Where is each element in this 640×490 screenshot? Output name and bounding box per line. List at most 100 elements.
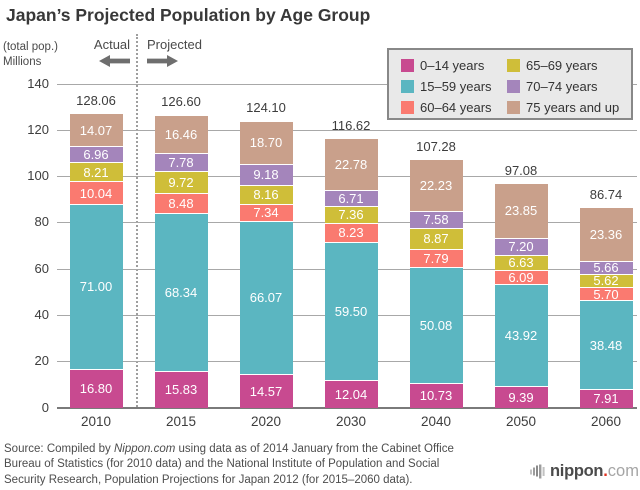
bar-total-label-2015: 126.60	[161, 94, 201, 110]
bar-total-label-2020: 124.10	[246, 100, 286, 116]
bar-segment-2030-series5: 22.78	[324, 137, 378, 191]
x-axis-label-2015: 2015	[165, 414, 197, 429]
segment-value-label: 59.50	[334, 303, 368, 319]
segment-value-label: 10.04	[79, 185, 113, 201]
segment-value-label: 7.20	[508, 239, 534, 255]
segment-value-label: 8.21	[83, 164, 109, 180]
legend-item-series0: 0–14 years	[401, 55, 492, 76]
legend-swatch-icon	[507, 59, 520, 72]
bar-segment-2020-series0: 14.57	[239, 373, 293, 408]
bar-segment-2010-series0: 16.80	[69, 368, 123, 408]
segment-value-label: 23.85	[504, 203, 538, 219]
logo-text-dot: .	[603, 462, 608, 480]
segment-value-label: 16.80	[79, 381, 113, 397]
logo-text-nippon: nippon	[550, 462, 604, 480]
y-axis-unit-label-line1: (total pop.)	[3, 41, 58, 53]
projected-right-arrow-icon	[147, 55, 178, 67]
legend-label: 75 years and up	[526, 100, 620, 115]
segment-value-label: 66.07	[249, 290, 283, 306]
segment-value-label: 68.34	[164, 284, 198, 300]
bar-segment-2020-series2: 7.34	[239, 203, 293, 221]
segment-value-label: 6.63	[508, 255, 534, 271]
bar-segment-2015-series5: 16.46	[154, 114, 208, 153]
legend-item-series5: 75 years and up	[507, 97, 619, 118]
segment-value-label: 38.48	[589, 337, 623, 353]
segment-value-label: 16.46	[164, 126, 198, 142]
y-tick-label-40: 40	[34, 306, 49, 322]
bar-total-label-2010: 128.06	[76, 93, 116, 109]
bar-segment-2020-series5: 18.70	[239, 120, 293, 164]
bar-segment-2015-series4: 7.78	[154, 152, 208, 171]
legend-swatch-icon	[401, 80, 414, 93]
segment-value-label: 6.71	[338, 191, 364, 207]
bar-segment-2030-series2: 8.23	[324, 222, 378, 242]
segment-value-label: 7.78	[168, 154, 194, 170]
bar-segment-2020-series4: 9.18	[239, 163, 293, 186]
source-line-3: Security Research, Population Projection…	[4, 473, 413, 486]
segment-value-label: 6.09	[508, 270, 534, 286]
bar-segment-2050-series3: 6.63	[494, 254, 548, 271]
gridline-120	[57, 129, 637, 131]
legend-column-2: 65–69 years 70–74 years 75 years and up	[507, 55, 619, 118]
segment-value-label: 18.70	[249, 135, 283, 151]
segment-value-label: 8.87	[423, 231, 449, 247]
chart-title: Japan’s Projected Population by Age Grou…	[6, 5, 371, 25]
x-axis-label-2060: 2060	[590, 414, 622, 429]
bar-total-label-2030: 116.62	[331, 117, 371, 133]
segment-value-label: 14.57	[249, 383, 283, 399]
y-tick-label-140: 140	[27, 75, 49, 91]
bar-segment-2050-series0: 9.39	[494, 385, 548, 408]
y-tick-label-60: 60	[34, 260, 49, 276]
y-tick-label-0: 0	[41, 399, 49, 415]
bar-segment-2060-series4: 5.66	[579, 260, 633, 276]
legend-label: 0–14 years	[420, 58, 485, 73]
segment-value-label: 7.34	[253, 205, 279, 221]
source-note: Source: Compiled by Nippon.com using dat…	[4, 442, 534, 488]
actual-projected-divider-line	[136, 34, 138, 407]
legend-item-series1: 15–59 years	[401, 76, 492, 97]
segment-value-label: 8.23	[338, 225, 364, 241]
bar-segment-2020-series1: 66.07	[239, 220, 293, 374]
legend-column-1: 0–14 years 15–59 years 60–64 years	[401, 55, 492, 118]
bar-2040: 10.73 50.08 7.79 8.87 7.58 22.23	[409, 0, 463, 408]
segment-value-label: 5.70	[593, 286, 619, 302]
bar-segment-2040-series4: 7.58	[409, 210, 463, 229]
y-tick-label-100: 100	[27, 168, 49, 184]
legend: 0–14 years 15–59 years 60–64 years 65–69 y…	[387, 48, 633, 120]
legend-swatch-icon	[401, 59, 414, 72]
segment-value-label: 9.39	[508, 389, 534, 405]
segment-value-label: 5.62	[593, 273, 619, 289]
y-tick-label-20: 20	[34, 353, 49, 369]
segment-value-label: 71.00	[79, 279, 113, 295]
x-axis-label-2010: 2010	[80, 414, 112, 429]
x-axis-label-2020: 2020	[250, 414, 282, 429]
bar-segment-2015-series0: 15.83	[154, 370, 208, 408]
bar-total-label-2060: 86.74	[589, 186, 623, 202]
nippon-logo-bars-icon	[530, 464, 545, 479]
nippon-com-logo: nippon. com	[530, 462, 639, 481]
segment-value-label: 6.96	[83, 147, 109, 163]
bar-segment-2015-series1: 68.34	[154, 212, 208, 371]
segment-value-label: 22.23	[419, 177, 453, 193]
bar-segment-2040-series0: 10.73	[409, 382, 463, 408]
bar-segment-2060-series2: 5.70	[579, 286, 633, 302]
bar-2020: 14.57 66.07 7.34 8.16 9.18 18.70	[239, 0, 293, 408]
bar-segment-2060-series0: 7.91	[579, 389, 633, 408]
bar-segment-2050-series4: 7.20	[494, 238, 548, 255]
bar-segment-2040-series5: 22.23	[409, 159, 463, 211]
projected-label: Projected	[147, 37, 202, 52]
segment-value-label: 12.04	[334, 386, 368, 402]
bar-segment-2030-series4: 6.71	[324, 190, 378, 207]
y-tick-label-80: 80	[34, 214, 49, 230]
bar-segment-2015-series2: 8.48	[154, 193, 208, 213]
bar-segment-2060-series1: 38.48	[579, 300, 633, 390]
bar-2060: 7.91 38.48 5.70 5.62 5.66 23.36	[579, 0, 633, 408]
bar-segment-2010-series3: 8.21	[69, 162, 123, 182]
bar-segment-2010-series1: 71.00	[69, 204, 123, 369]
bar-segment-2015-series3: 9.72	[154, 170, 208, 194]
segment-value-label: 22.78	[334, 156, 368, 172]
bar-segment-2040-series3: 8.87	[409, 228, 463, 249]
segment-value-label: 5.66	[593, 260, 619, 276]
legend-item-series2: 60–64 years	[401, 97, 492, 118]
